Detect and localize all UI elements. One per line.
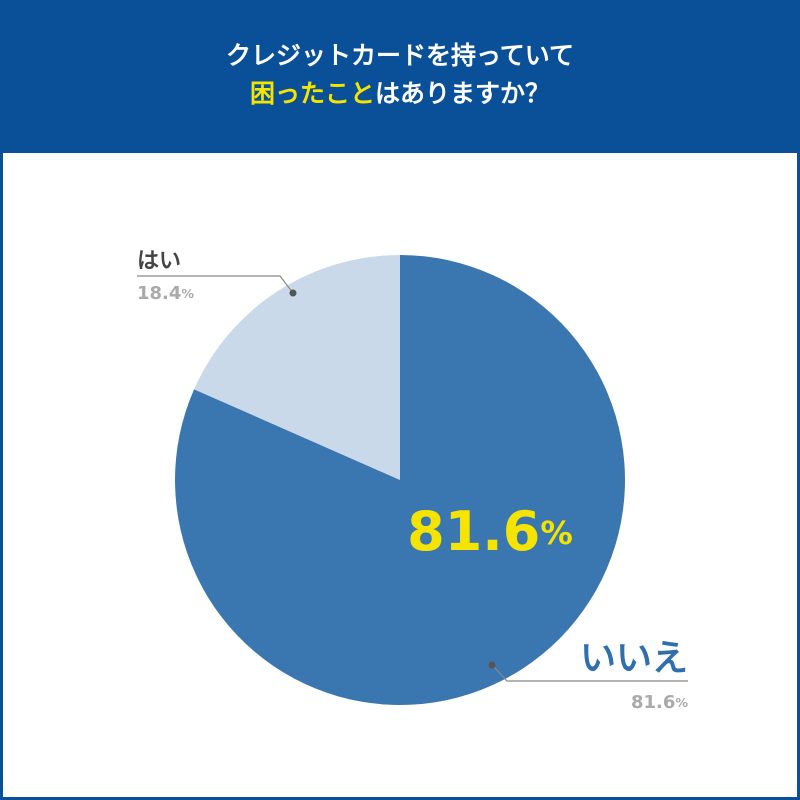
title-rest: はありますか？: [375, 79, 550, 108]
leader-dot: [488, 661, 496, 669]
title-line: クレジットカードを持っていて: [226, 41, 574, 70]
value-label: 18.4%: [137, 283, 194, 304]
title-line: 困ったことはありますか？: [250, 79, 550, 108]
category-label: いいえ: [580, 638, 688, 679]
leader-dot: [289, 289, 297, 297]
pie-slice: [175, 255, 625, 705]
highlight-label: 81.6%: [407, 500, 573, 563]
leader-line: [137, 275, 294, 294]
value-label: 81.6%: [631, 692, 688, 713]
leader-line: [491, 664, 688, 682]
pie-slice: [194, 255, 400, 480]
category-label: はい: [137, 249, 181, 274]
title-highlight: 困ったこと: [250, 79, 375, 108]
